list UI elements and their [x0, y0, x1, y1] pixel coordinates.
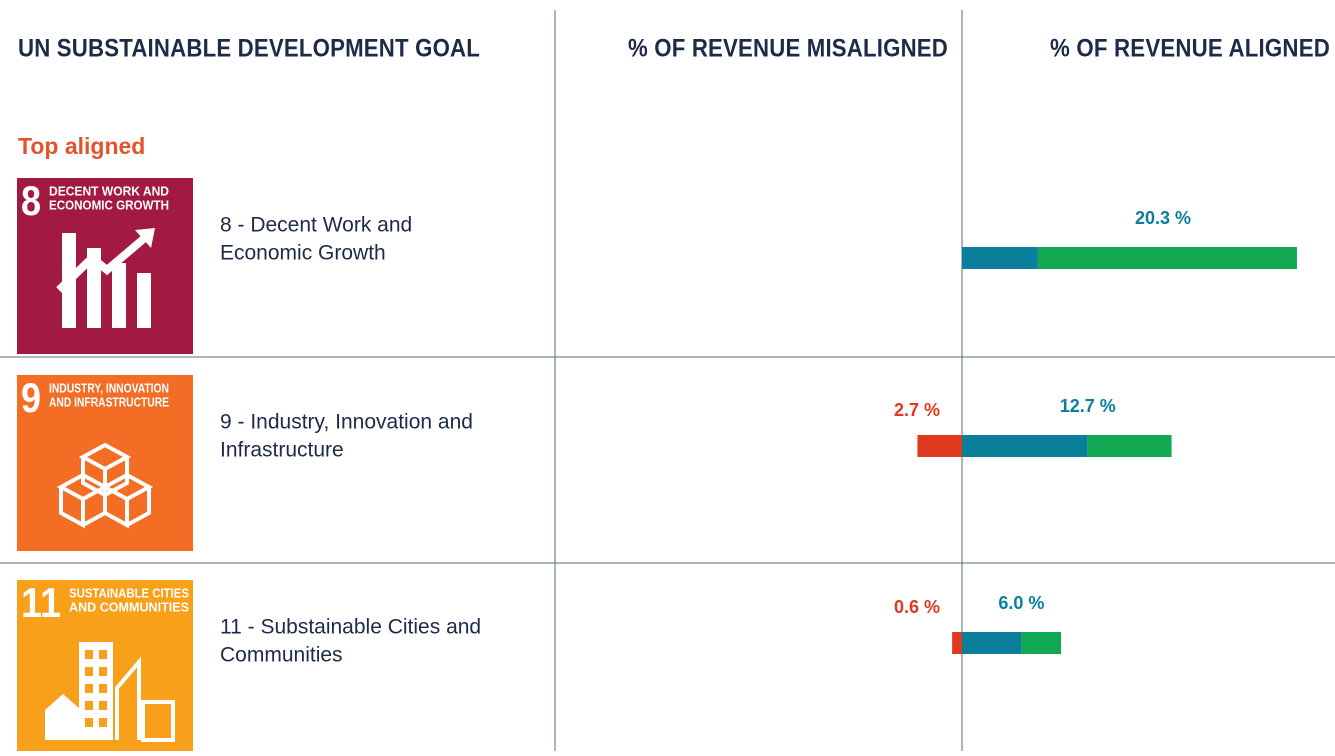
icon-shape [99, 650, 107, 659]
misaligned-bar [952, 632, 962, 654]
aligned-label: 12.7 % [1060, 396, 1116, 416]
aligned-label: 6.0 % [998, 593, 1044, 613]
tile-title: ECONOMIC GROWTH [49, 197, 169, 212]
icon-shape [45, 694, 81, 740]
icon-shape [56, 232, 150, 293]
aligned-bar-segment [962, 247, 1038, 269]
aligned-bar-segment [962, 435, 1088, 457]
tile-number: 8 [21, 177, 41, 224]
aligned-bar-segment [962, 632, 1022, 654]
tile-title: SUSTAINABLE CITIES [69, 585, 189, 600]
tile-number: 9 [21, 374, 41, 421]
aligned-bar-segment [1037, 247, 1297, 269]
tile-background [17, 375, 193, 551]
aligned-label: 20.3 % [1135, 208, 1191, 228]
goal-label: 8 - Decent Work and [220, 214, 412, 237]
goal-label: 9 - Industry, Innovation and [220, 411, 473, 434]
icon-shape [99, 684, 107, 693]
tile-number: 11 [21, 579, 61, 626]
column-header: UN SUBSTAINABLE DEVELOPMENT GOAL [18, 35, 480, 63]
tile-title: DECENT WORK AND [49, 183, 169, 198]
goal-label: Infrastructure [220, 439, 344, 462]
icon-shape [85, 718, 93, 727]
icon-shape [85, 701, 93, 710]
icon-shape [137, 273, 151, 328]
icon-shape [112, 263, 126, 328]
icon-shape [85, 650, 93, 659]
icon-shape [87, 248, 101, 328]
goal-label: Economic Growth [220, 242, 386, 265]
icon-shape [141, 700, 175, 742]
aligned-bar-segment [1087, 435, 1172, 457]
icon-shape [85, 667, 93, 676]
icon-shape [100, 472, 154, 529]
icon-shape [115, 656, 141, 740]
icon-shape [99, 718, 107, 727]
icon-shape [99, 667, 107, 676]
goal-label: Communities [220, 644, 343, 667]
icon-shape [79, 642, 113, 740]
icon-shape [99, 701, 107, 710]
aligned-bar-segment [1021, 632, 1061, 654]
column-header: % OF REVENUE ALIGNED [1050, 35, 1330, 63]
tile-title: AND COMMUNITIES [69, 599, 189, 614]
tile-title: INDUSTRY, INNOVATION [49, 380, 169, 395]
icon-shape [85, 684, 93, 693]
icon-shape [135, 228, 155, 248]
section-title: Top aligned [18, 133, 145, 159]
misaligned-label: 2.7 % [894, 400, 940, 420]
misaligned-bar [917, 435, 962, 457]
goal-label: 11 - Substainable Cities and [220, 616, 481, 639]
misaligned-label: 0.6 % [894, 597, 940, 617]
tile-title: AND INFRASTRUCTURE [49, 394, 169, 409]
column-header: % OF REVENUE MISALIGNED [628, 35, 948, 63]
